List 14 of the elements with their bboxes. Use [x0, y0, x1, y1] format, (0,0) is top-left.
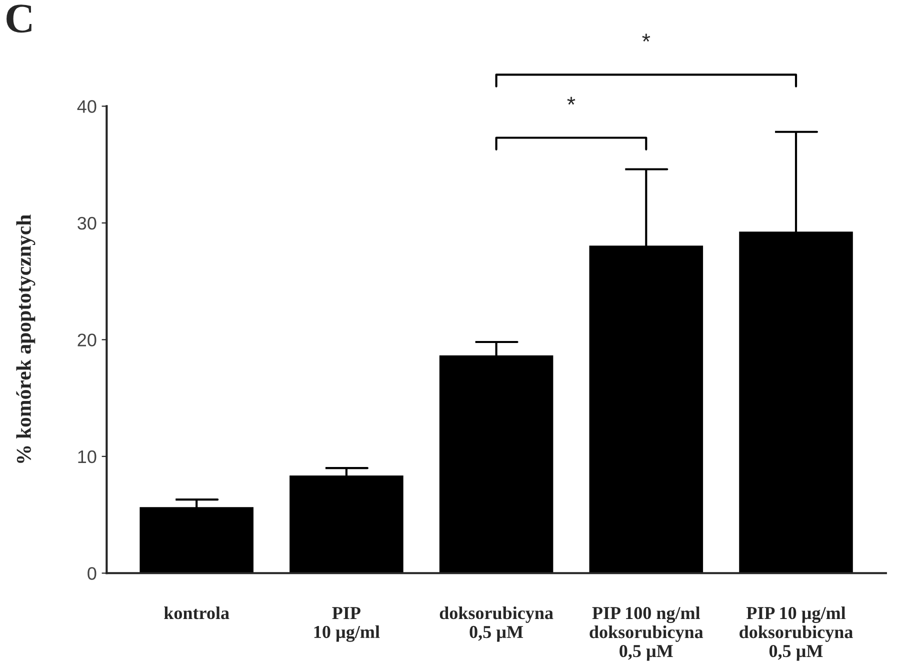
text: * — [567, 96, 576, 105]
text: * — [642, 34, 650, 42]
x-tick-label: PIP 100 ng/ml doksorubicyna 0,5 µM — [590, 606, 704, 661]
y-tick-label: 10 — [78, 450, 96, 464]
x-tick-label: kontrola — [164, 606, 230, 620]
y-tick-label: 40 — [77, 100, 96, 113]
x-tick-label: doksorubicyna 0,5 µM — [440, 606, 554, 642]
y-tick-label: 20 — [78, 334, 96, 346]
y-tick-label: 0 — [88, 567, 96, 580]
x-tick-label: PIP 10 µg/ml doksorubicyna 0,5 µM — [740, 606, 853, 661]
text: C — [6, 4, 32, 33]
y-axis-title: % komórek apoptotycznych — [16, 214, 36, 463]
x-tick-label: PIP 10 µg/ml — [314, 607, 380, 642]
y-tick-label: 30 — [78, 216, 96, 230]
